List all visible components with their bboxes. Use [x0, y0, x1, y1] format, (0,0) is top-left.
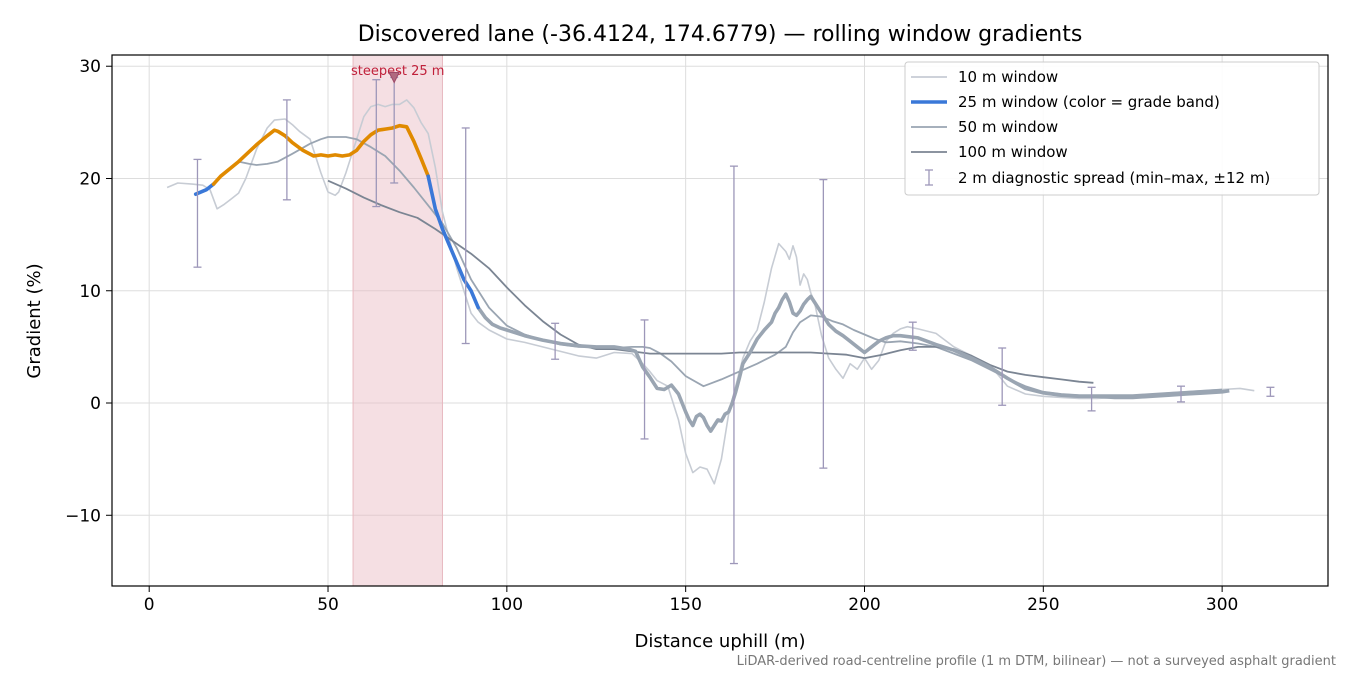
x-tick-label: 50 — [317, 595, 339, 615]
error-bar — [551, 322, 560, 360]
error-bar — [1087, 386, 1096, 412]
x-tick-label: 250 — [1027, 595, 1059, 615]
axis-ticks: 0 50 100 150 200 250 300 −10 0 10 20 30 — [65, 57, 1238, 615]
x-tick-label: 100 — [491, 595, 523, 615]
x-tick-label: 150 — [669, 595, 701, 615]
x-tick-label: 0 — [144, 595, 155, 615]
error-bar — [908, 321, 917, 351]
legend-label-100m: 100 m window — [958, 143, 1068, 161]
error-bar — [640, 319, 649, 440]
legend-label-errorbar: 2 m diagnostic spread (min–max, ±12 m) — [958, 169, 1270, 187]
y-tick-label: 10 — [79, 282, 101, 302]
error-bar — [1266, 386, 1275, 397]
series-25m-line — [476, 292, 1230, 433]
y-tick-label: 20 — [79, 169, 101, 189]
plot-frame — [111, 54, 1329, 587]
series-25m-band-normal — [426, 174, 481, 310]
error-bar — [998, 347, 1007, 406]
legend-label-10m: 10 m window — [958, 68, 1058, 86]
series-layer — [166, 99, 1255, 485]
legend-label-50m: 50 m window — [958, 118, 1058, 136]
y-tick-label: 30 — [79, 57, 101, 77]
legend: 10 m window 25 m window (color = grade b… — [904, 61, 1320, 196]
series-25m-band-normal — [193, 182, 216, 196]
error-bar — [1177, 385, 1186, 403]
x-axis-label: Distance uphill (m) — [635, 631, 806, 652]
series-25m-band-steep — [211, 123, 431, 186]
series-10m-line — [166, 99, 1255, 485]
error-bar — [819, 178, 828, 469]
error-bar — [461, 127, 470, 345]
error-bar — [282, 99, 291, 201]
error-bars — [193, 76, 1275, 565]
error-bar — [193, 158, 202, 268]
series-100m-line — [327, 179, 1094, 384]
legend-label-25m: 25 m window (color = grade band) — [958, 93, 1220, 111]
steepest-region-highlight — [352, 54, 443, 587]
error-bar — [729, 165, 738, 565]
chart-title: Discovered lane (-36.4124, 174.6779) — r… — [358, 22, 1083, 47]
error-bar — [372, 79, 381, 208]
legend-swatch-errorbar — [925, 169, 933, 186]
y-axis-label: Gradient (%) — [24, 263, 45, 378]
steepest-marker-icon — [388, 71, 400, 84]
footnote: LiDAR-derived road-centreline profile (1… — [737, 654, 1336, 669]
x-tick-label: 300 — [1206, 595, 1238, 615]
y-tick-label: 0 — [90, 394, 101, 414]
steepest-region-label: steepest 25 m — [351, 64, 444, 79]
y-tick-label: −10 — [65, 506, 101, 526]
legend-box — [904, 61, 1320, 196]
x-tick-label: 200 — [848, 595, 880, 615]
